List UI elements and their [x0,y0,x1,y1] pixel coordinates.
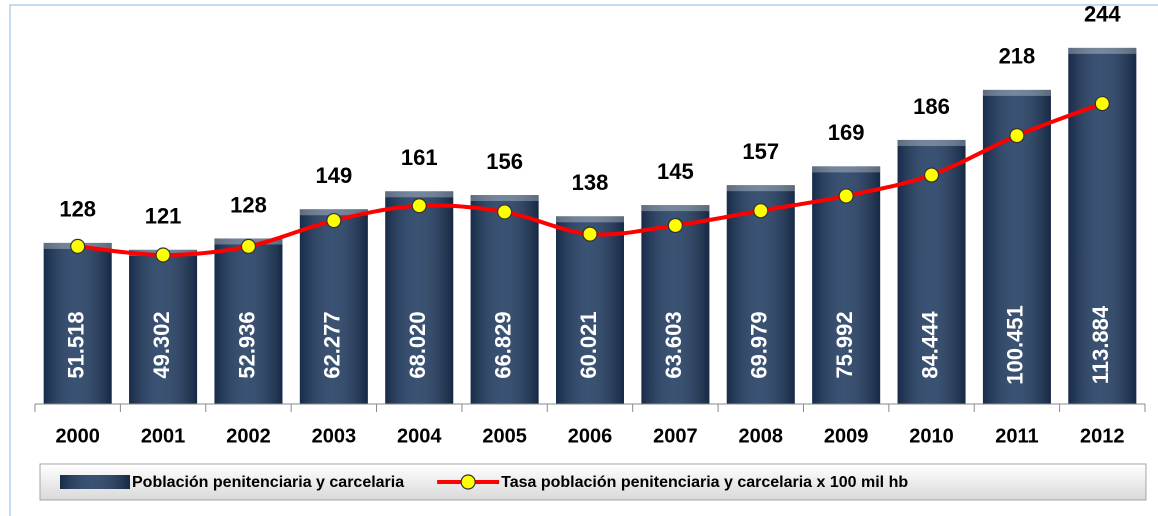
line-value-label: 156 [486,149,523,174]
bar-top [556,216,624,223]
bar-value-label: 63.603 [661,311,686,378]
bar-shine [897,139,966,404]
x-tick-label: 2007 [653,425,698,447]
x-tick-label: 2003 [312,425,357,447]
x-tick-label: 2002 [226,425,271,447]
bar-shine [299,209,368,404]
legend-marker [460,474,476,490]
bar-shine [43,242,112,404]
line-value-label: 244 [1084,2,1121,27]
bar-top [726,185,795,192]
chart-border [9,4,1158,516]
bar-value-label: 52.936 [234,311,259,378]
bar-value-label: 69.979 [747,311,772,378]
line-value-label: 145 [657,159,694,184]
line-marker [1094,95,1110,112]
legend-swatch-shine [60,475,130,489]
line-marker [923,167,940,183]
bar-value-label: 68.020 [405,311,430,378]
line-marker [1009,127,1025,144]
line-value-label: 128 [59,197,96,222]
line-value-label: 169 [828,120,865,145]
bar-top [897,139,966,146]
bar-value-label: 60.021 [576,311,601,378]
line-marker [582,226,598,242]
bar-top [470,195,539,202]
line-marker [667,217,683,234]
bar-value-label: 62.277 [320,311,345,378]
bar-shine [726,185,795,404]
x-tick-label: 2005 [482,425,527,447]
line-value-label: 149 [315,163,352,188]
bar-value-label: 84.444 [917,311,942,379]
line-marker [155,247,171,263]
bar-shine [214,238,283,404]
line-marker [70,238,86,254]
line-value-label: 128 [230,192,267,217]
bar-value-label: 66.829 [490,311,515,378]
x-tick-label: 2010 [909,425,954,447]
bar-shine [556,216,624,404]
line-marker [240,238,257,254]
bar-value-label: 51.518 [64,311,89,378]
bar-top [812,166,881,173]
legend-box [39,463,1147,501]
bar-shine [812,166,881,404]
line-value-label: 186 [913,94,950,119]
x-tick-label: 2000 [55,425,100,447]
bar-top [641,205,710,212]
x-tick-label: 2011 [995,425,1038,447]
legend-label: Tasa población penitenciaria y carcelari… [501,474,908,491]
line-marker [497,204,513,220]
bar-top [1068,47,1137,54]
line-value-label: 157 [742,139,779,164]
x-tick-label: 2012 [1080,425,1125,447]
line-marker [411,198,427,214]
line-value-label: 138 [572,170,609,195]
bar-top [982,89,1051,96]
line-marker [753,203,769,219]
line-marker [326,212,342,229]
bar-top [385,191,454,198]
x-tick-label: 2009 [824,425,869,447]
bar-shine [129,249,198,404]
bar-shine [641,205,710,404]
bar-shine [470,195,539,404]
x-tick-label: 2008 [739,425,784,447]
line-value-label: 161 [401,145,438,170]
line-marker [838,188,854,204]
legend-label: Población penitenciaria y carcelaria [132,474,404,491]
x-tick-label: 2001 [141,425,186,447]
bar-value-label: 75.992 [832,311,857,378]
x-tick-label: 2004 [397,425,442,447]
bar-top [299,209,368,216]
x-tick-label: 2006 [568,425,613,447]
bar-value-label: 49.302 [149,311,174,378]
bar-value-label: 113.884 [1088,305,1113,384]
line-value-label: 218 [999,44,1036,69]
line-value-label: 121 [145,204,182,229]
bar-value-label: 100.451 [1003,305,1028,385]
bar-shine [385,191,454,404]
